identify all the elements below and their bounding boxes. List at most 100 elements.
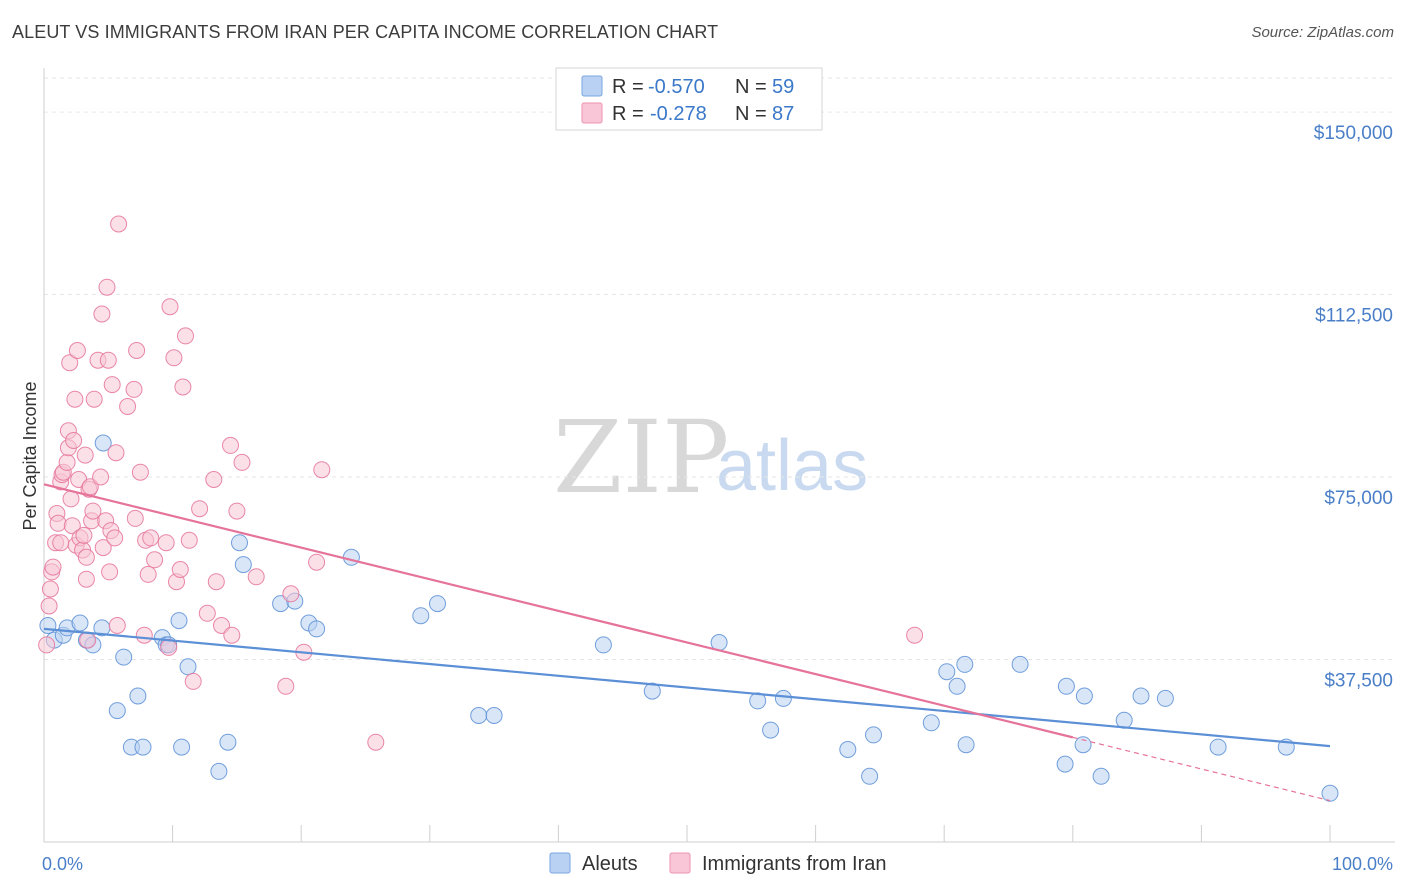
point-iran [146, 551, 164, 569]
point-iran [174, 378, 192, 396]
point-iran [98, 278, 116, 296]
point-iran [63, 517, 81, 535]
point-iran [233, 453, 251, 471]
legend-r-value-aleuts: -0.570 [648, 76, 705, 98]
point-iran [79, 631, 97, 649]
point-aleuts [1074, 736, 1092, 754]
point-iran [85, 390, 103, 408]
point-iran [126, 509, 144, 527]
trend-line-iran-extension [1072, 736, 1331, 802]
point-iran [103, 376, 121, 394]
trend-line-aleuts [43, 627, 1331, 748]
point-iran [75, 526, 93, 544]
point-iran [177, 327, 194, 345]
legend-top: R = -0.570 N = 59 R = -0.278 N = 87 [555, 67, 823, 131]
point-iran [101, 563, 119, 581]
point-iran [131, 463, 149, 481]
point-iran [184, 672, 202, 690]
point-aleuts [219, 733, 237, 751]
legend-r-label-iran: R = [612, 103, 644, 125]
point-iran [108, 617, 126, 634]
point-aleuts [865, 726, 882, 744]
point-iran [139, 565, 157, 583]
point-aleuts [957, 736, 975, 754]
point-aleuts [470, 707, 488, 724]
point-iran [247, 568, 265, 586]
trend-line-iran [43, 483, 1074, 739]
legend-bottom-swatch-aleuts [549, 852, 571, 874]
watermark-atlas: atlas [716, 426, 868, 506]
trend-lines [43, 483, 1331, 802]
point-aleuts [1156, 689, 1174, 707]
point-aleuts [129, 687, 147, 705]
point-iran [84, 502, 102, 520]
point-iran [94, 539, 112, 557]
point-iran [125, 380, 143, 398]
point-iran [367, 733, 385, 751]
y-axis-label: Per Capita Income [20, 381, 40, 530]
point-aleuts [861, 767, 879, 785]
y-tick-label: $37,500 [1324, 671, 1393, 692]
legend-bottom-swatch-iran [669, 852, 691, 874]
point-aleuts [1092, 767, 1110, 785]
point-aleuts [308, 620, 326, 638]
point-iran [282, 585, 300, 603]
point-aleuts [234, 556, 252, 574]
point-aleuts [170, 612, 188, 630]
point-iran [161, 298, 179, 316]
point-aleuts [594, 636, 612, 654]
point-iran [58, 453, 76, 471]
x-tick-label: 0.0% [42, 854, 83, 874]
point-aleuts [108, 702, 126, 720]
point-aleuts [839, 741, 857, 758]
point-iran [49, 514, 67, 532]
point-iran [106, 529, 124, 547]
point-iran [222, 436, 239, 454]
point-iran [277, 677, 295, 695]
legend-swatch-aleuts [581, 75, 603, 97]
point-aleuts [922, 714, 940, 732]
point-iran [77, 570, 95, 588]
point-aleuts [173, 738, 191, 756]
legend-n-value-aleuts: 59 [772, 76, 794, 98]
point-iran [119, 398, 137, 415]
point-aleuts [1056, 755, 1074, 773]
point-aleuts [1321, 784, 1339, 802]
point-aleuts [938, 663, 956, 681]
point-iran [135, 626, 153, 644]
point-aleuts [412, 607, 430, 625]
legend-bottom: Aleuts Immigrants from Iran [549, 852, 886, 875]
legend-bottom-label-iran: Immigrants from Iran [702, 853, 886, 875]
point-iran [107, 444, 125, 462]
point-iran [313, 461, 331, 479]
point-aleuts [134, 738, 152, 756]
point-iran [128, 342, 146, 359]
point-aleuts [1057, 677, 1075, 695]
point-aleuts [179, 658, 197, 676]
point-aleuts [94, 434, 112, 452]
legend-swatch-iran [581, 102, 603, 124]
chart-source: Source: ZipAtlas.com [1251, 24, 1394, 41]
x-tick-labels: 0.0% 100.0% [42, 854, 1393, 874]
y-tick-labels: $37,500 $75,000 $112,500 $150,000 [1314, 123, 1393, 691]
legend-r-label-aleuts: R = [612, 76, 644, 98]
point-aleuts [342, 548, 360, 566]
point-iran [157, 534, 175, 552]
point-aleuts [429, 595, 446, 613]
point-iran [207, 573, 225, 591]
point-aleuts [231, 534, 248, 552]
point-iran [38, 636, 56, 654]
point-iran [142, 529, 160, 547]
point-iran [66, 390, 84, 408]
y-tick-label: $112,500 [1315, 306, 1393, 327]
point-iran [99, 351, 117, 369]
point-aleuts [956, 655, 974, 673]
point-iran [198, 604, 216, 622]
point-iran [308, 553, 326, 571]
point-iran [205, 471, 223, 488]
point-aleuts [762, 721, 780, 739]
point-aleuts [1132, 687, 1150, 705]
point-aleuts [71, 614, 89, 632]
point-iran [906, 626, 924, 644]
point-aleuts [774, 689, 792, 707]
